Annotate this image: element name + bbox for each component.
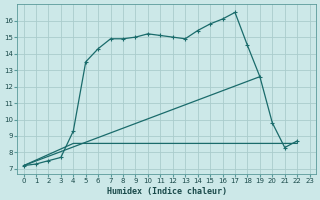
X-axis label: Humidex (Indice chaleur): Humidex (Indice chaleur) bbox=[107, 187, 227, 196]
